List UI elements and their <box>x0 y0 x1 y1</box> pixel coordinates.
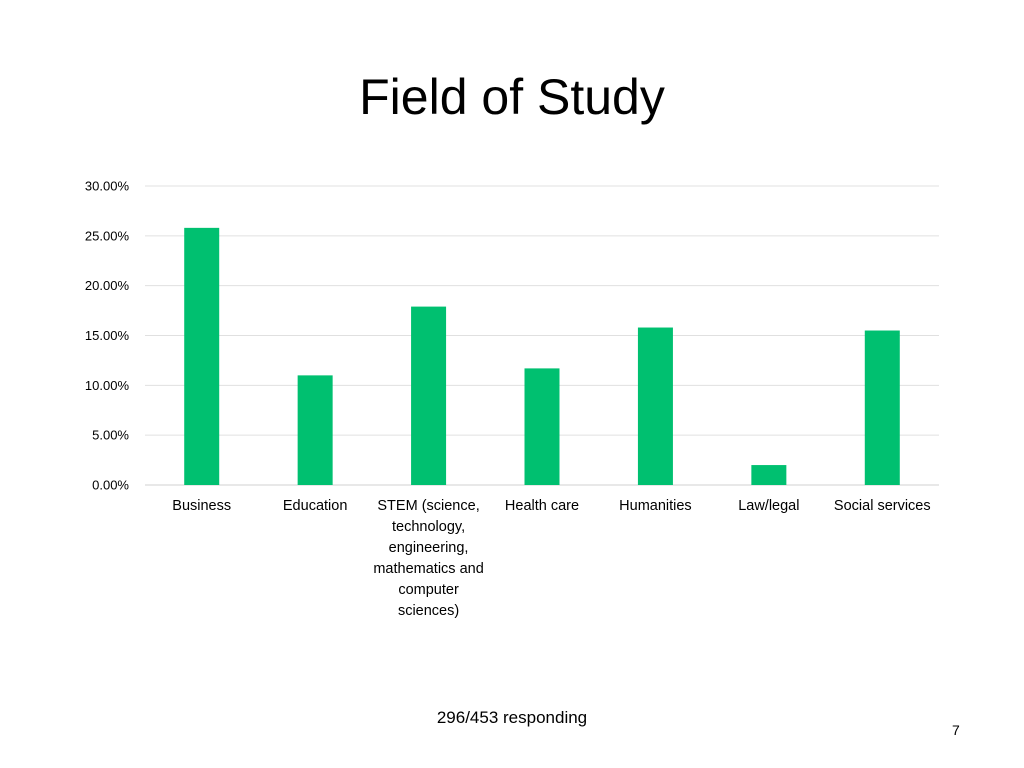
x-category-label: Education <box>282 498 348 514</box>
page-title: Field of Study <box>359 69 665 125</box>
x-category-label: Health care <box>504 498 580 514</box>
bar <box>411 306 447 485</box>
bar <box>297 375 333 485</box>
x-category-label: Business <box>172 498 232 514</box>
x-category-label: Humanities <box>619 498 692 514</box>
y-tick-label: 20.00% <box>85 278 130 293</box>
y-tick-label: 5.00% <box>92 428 129 443</box>
bar <box>864 330 900 485</box>
x-category-label: Law/legal <box>738 498 800 514</box>
response-count: 296/453 responding <box>436 708 588 727</box>
y-tick-label: 25.00% <box>85 228 130 243</box>
bar <box>637 327 673 485</box>
y-axis-ticks: 0.00% 5.00% 10.00% 15.00% 20.00% 25.00% 30.00% <box>85 179 130 493</box>
y-tick-label: 10.00% <box>85 378 130 393</box>
y-tick-label: 30.00% <box>85 179 130 194</box>
bar <box>751 465 787 485</box>
y-tick-label: 15.00% <box>85 328 130 343</box>
bar <box>524 368 560 485</box>
x-category-label: STEM (science, technology, engineering, … <box>373 498 484 619</box>
bar <box>184 227 220 486</box>
page-number: 7 <box>952 722 960 738</box>
x-category-label: Social services <box>833 498 931 514</box>
y-tick-label: 0.00% <box>92 478 129 493</box>
bars <box>184 227 900 486</box>
